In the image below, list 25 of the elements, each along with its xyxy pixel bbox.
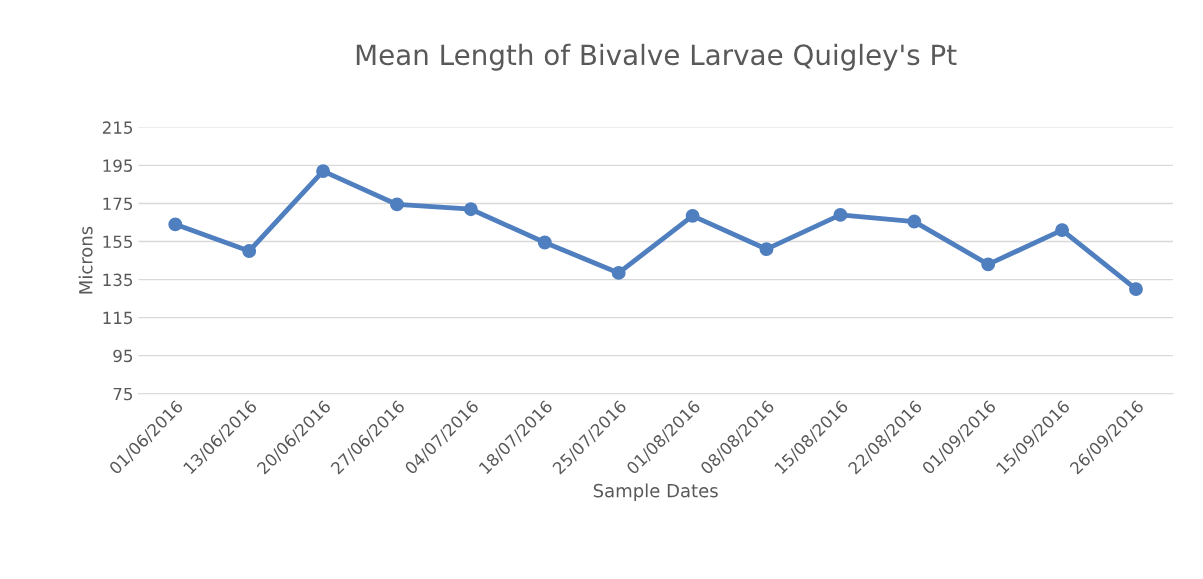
point [611,265,626,280]
y-tick-label: 135 [103,273,133,287]
x-axis-title: Sample Dates [593,483,718,501]
y-tick-label: 115 [103,311,133,325]
point [242,244,257,258]
point [1055,223,1070,238]
point [981,257,996,272]
point [316,164,331,179]
y-axis-title: Microns [78,226,93,294]
point [390,197,404,212]
y-tick-label: 155 [103,235,133,249]
y-tick-label: 195 [103,159,133,172]
point [537,235,552,250]
point [463,202,478,217]
y-tick-label: 75 [113,387,133,401]
point [1129,282,1143,297]
y-tick-label: 215 [102,121,133,134]
point [833,207,848,222]
chart-title: Mean Length of Bivalve Larvae Quigley's Pt [356,43,957,71]
point [685,208,700,223]
point [907,214,922,229]
point [168,217,183,232]
point [759,242,774,257]
y-tick-label: 95 [113,349,133,363]
y-tick-label: 175 [103,197,133,211]
